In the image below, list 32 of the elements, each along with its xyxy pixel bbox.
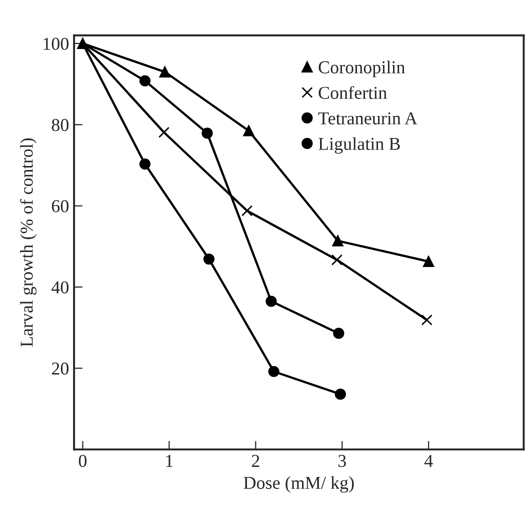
legend-label: Coronopilin [318,60,405,78]
point [159,66,170,78]
legend-label: Ligulatin B [318,137,400,154]
y-tick-label: 80 [52,118,69,132]
x-axis-title: Dose (mM/ kg) [244,476,354,493]
point [139,75,151,86]
point [423,256,434,268]
point [241,205,253,216]
y-tick-label: 60 [52,200,69,212]
x-tick-label: 4 [424,454,433,467]
legend-label: Tetraneurin A [318,112,418,124]
point [333,328,344,339]
x-tick-label: 1 [166,454,173,467]
point [268,366,280,378]
point [139,158,151,170]
legend-label: Confertin [318,86,387,99]
x-tick-label: 2 [252,454,260,467]
point [334,388,346,400]
point [158,126,170,138]
point [332,235,344,246]
point [203,253,215,265]
point [266,296,277,307]
point [421,314,432,326]
y-tick-label: 100 [44,38,69,50]
point [243,125,254,136]
point [202,128,213,139]
y-axis-title: Larval growth (% of control) [20,138,37,347]
point [331,254,342,266]
x-tick-label: 0 [78,454,87,468]
x-tick-label: 3 [338,454,346,468]
y-tick-label: 20 [52,362,69,375]
y-tick-label: 40 [51,281,69,294]
